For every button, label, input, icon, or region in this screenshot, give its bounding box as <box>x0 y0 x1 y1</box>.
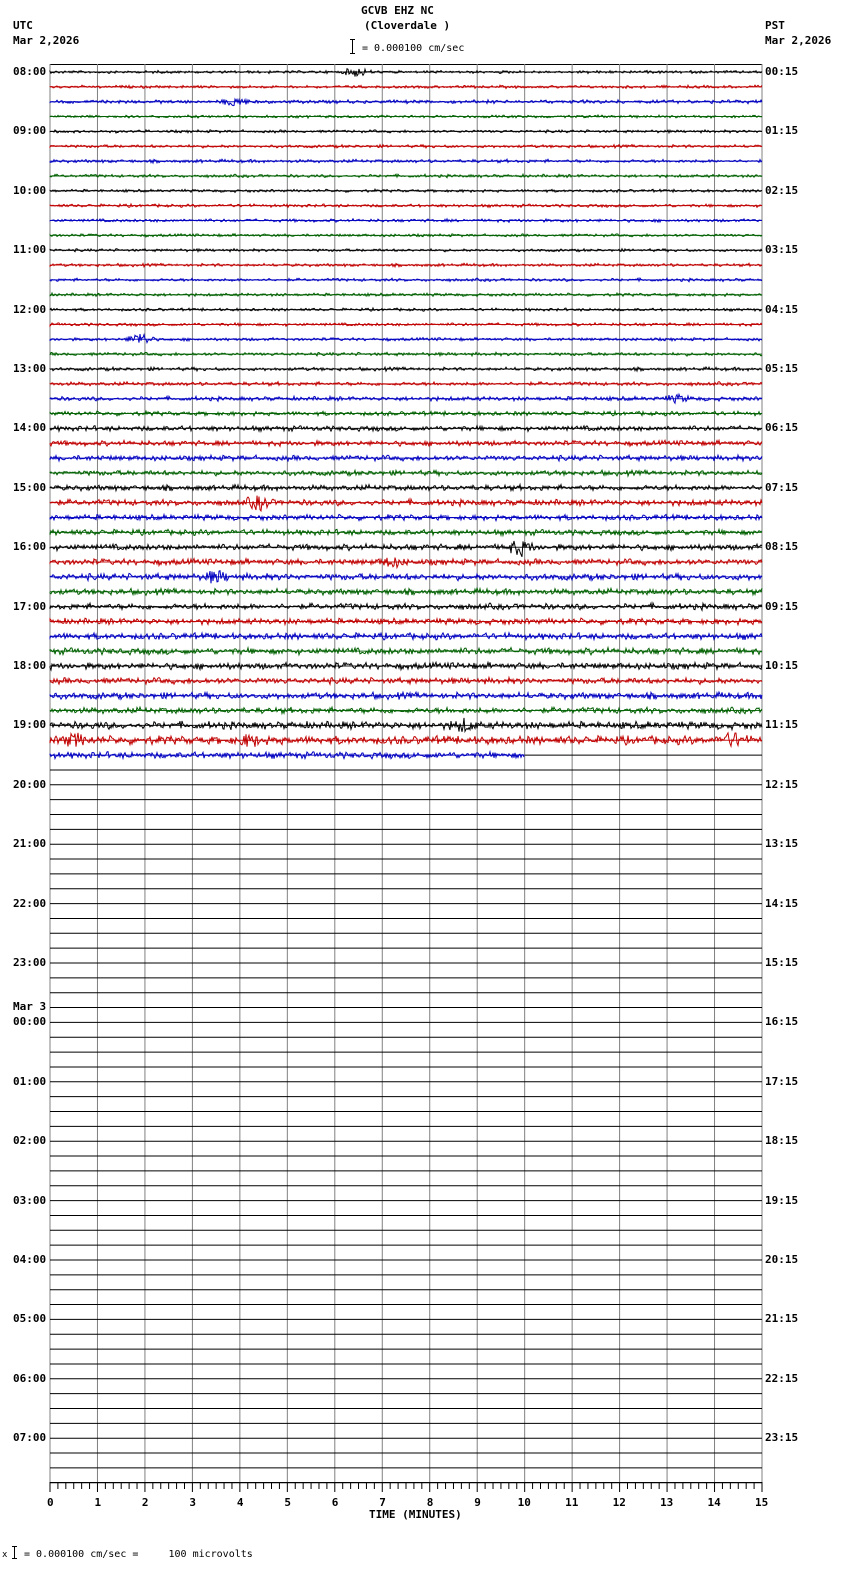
pst-hour-label: 14:15 <box>765 896 799 910</box>
x-tick-label: 12 <box>612 1496 626 1509</box>
pst-hour-label: 10:15 <box>765 659 799 672</box>
utc-hour-label: 22:00 <box>13 896 47 910</box>
pst-hour-label: 20:15 <box>765 1253 799 1266</box>
utc-hour-label: 10:00 <box>13 183 47 197</box>
pst-hour-label: 03:15 <box>765 243 799 257</box>
footer-scale-text: = 0.000100 cm/sec = 100 microvolts <box>24 1549 253 1560</box>
pst-hour-label: 00:15 <box>765 65 799 78</box>
footer-marker: x <box>2 1550 8 1560</box>
pst-hour-label: 21:15 <box>765 1312 799 1326</box>
x-tick-label: 9 <box>474 1496 481 1509</box>
utc-date-label: Mar 3 <box>13 1000 47 1014</box>
x-tick-label: 14 <box>707 1496 721 1509</box>
utc-hour-label: 16:00 <box>13 540 47 554</box>
scale-label: = 0.000100 cm/sec <box>362 43 465 54</box>
utc-hour-label: 20:00 <box>13 777 47 791</box>
pst-hour-label: 18:15 <box>765 1134 799 1148</box>
footer-scale-bar-icon <box>12 1546 17 1559</box>
utc-hour-label: 08:00 <box>13 65 47 78</box>
x-tick-label: 6 <box>331 1496 339 1509</box>
utc-hour-label: 19:00 <box>13 718 47 732</box>
x-tick-label: 5 <box>284 1496 291 1509</box>
utc-hour-label: 17:00 <box>13 599 47 613</box>
x-tick-label: 3 <box>189 1496 197 1509</box>
station-location: (Cloverdale ) <box>364 19 451 32</box>
pst-hour-label: 13:15 <box>765 837 799 851</box>
scale-bar-icon <box>350 39 355 54</box>
right-timezone: PST <box>765 19 785 32</box>
x-tick-label: 1 <box>94 1496 102 1509</box>
pst-hour-label: 08:15 <box>765 540 799 554</box>
utc-hour-label: 09:00 <box>13 124 47 138</box>
utc-hour-label: 01:00 <box>13 1074 47 1088</box>
utc-hour-label: 21:00 <box>13 837 47 851</box>
pst-hour-label: 22:15 <box>765 1371 799 1385</box>
utc-hour-label: 14:00 <box>13 421 47 435</box>
pst-hour-label: 23:15 <box>765 1431 799 1445</box>
left-date: Mar 2,2026 <box>13 34 80 47</box>
utc-hour-label: 12:00 <box>13 302 47 316</box>
x-tick-label: 11 <box>565 1496 579 1509</box>
x-tick-label: 7 <box>379 1496 386 1509</box>
x-tick-label: 8 <box>426 1496 434 1509</box>
utc-hour-label: 04:00 <box>13 1253 47 1266</box>
pst-hour-label: 16:15 <box>765 1015 799 1029</box>
pst-hour-label: 07:15 <box>765 480 799 494</box>
utc-hour-label: 05:00 <box>13 1312 47 1326</box>
x-tick-label: 13 <box>660 1496 674 1509</box>
pst-hour-label: 02:15 <box>765 183 799 197</box>
utc-hour-label: 11:00 <box>13 243 47 257</box>
pst-hour-label: 17:15 <box>765 1074 799 1088</box>
utc-hour-label: 07:00 <box>13 1431 47 1445</box>
pst-hour-label: 15:15 <box>765 956 799 969</box>
utc-hour-label: 03:00 <box>13 1193 47 1207</box>
x-tick-label: 15 <box>755 1496 769 1509</box>
utc-hour-label: 00:00 <box>13 1015 47 1029</box>
utc-hour-label: 18:00 <box>13 659 47 672</box>
left-timezone: UTC <box>13 19 33 32</box>
utc-hour-label: 02:00 <box>13 1134 47 1148</box>
pst-hour-label: 06:15 <box>765 421 799 435</box>
right-date: Mar 2,2026 <box>765 34 832 47</box>
pst-hour-label: 05:15 <box>765 362 799 375</box>
station-title: GCVB EHZ NC <box>361 4 434 17</box>
pst-hour-label: 01:15 <box>765 124 799 138</box>
pst-hour-label: 12:15 <box>765 777 799 791</box>
x-tick-label: 4 <box>236 1496 244 1509</box>
pst-hour-label: 11:15 <box>765 718 799 732</box>
x-tick-label: 10 <box>517 1496 531 1509</box>
utc-hour-label: 13:00 <box>13 362 47 375</box>
utc-hour-label: 23:00 <box>13 956 47 969</box>
x-tick-label: 2 <box>141 1496 149 1509</box>
pst-hour-label: 04:15 <box>765 302 799 316</box>
x-tick-label: 0 <box>47 1496 54 1509</box>
pst-hour-label: 19:15 <box>765 1193 799 1207</box>
x-axis-title: TIME (MINUTES) <box>369 1508 462 1521</box>
utc-hour-label: 15:00 <box>13 480 47 494</box>
utc-hour-label: 06:00 <box>13 1371 47 1385</box>
pst-hour-label: 09:15 <box>765 599 799 613</box>
